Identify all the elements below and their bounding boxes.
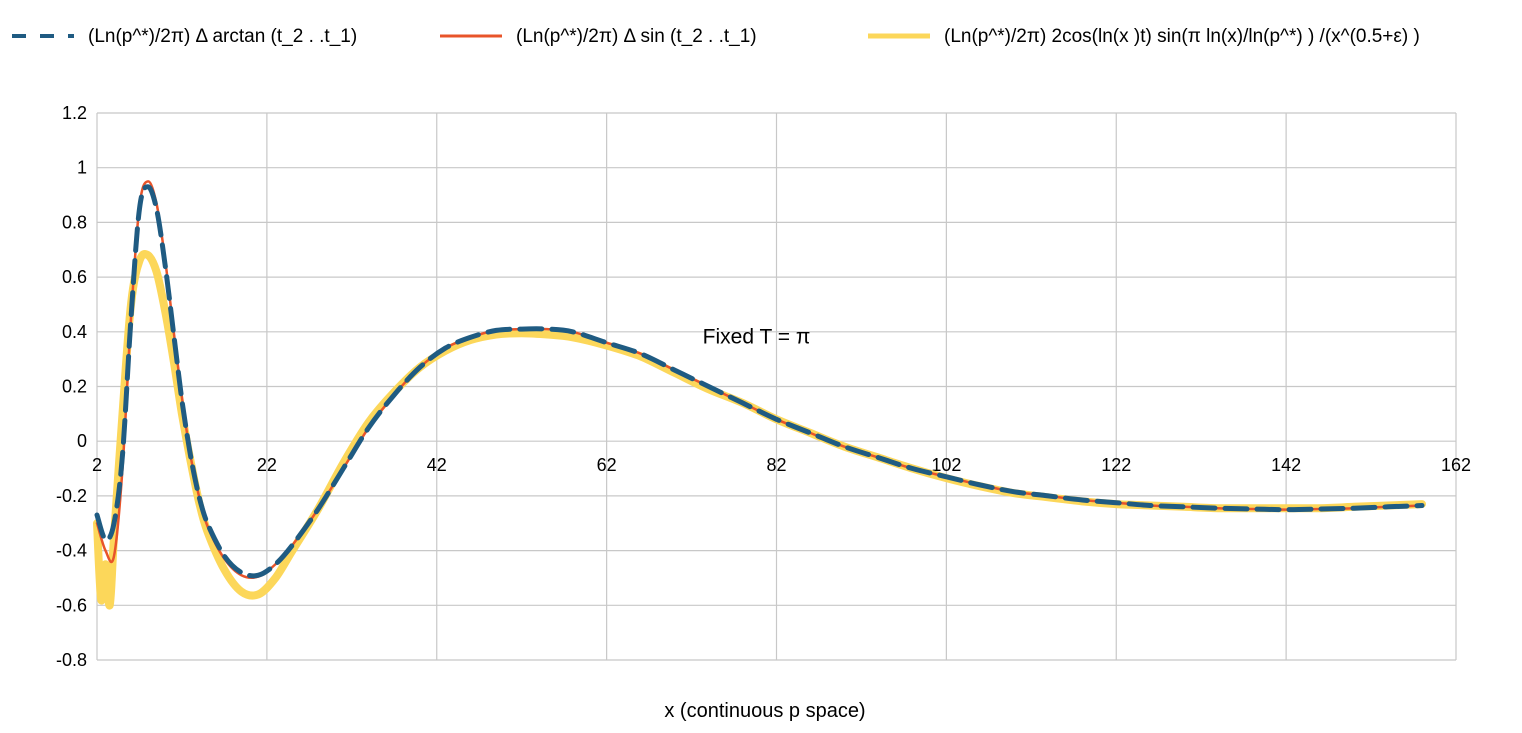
x-tick-label: 82 (766, 455, 786, 475)
annotation-label: Fixed T = π (703, 325, 811, 348)
x-tick-label: 142 (1271, 455, 1301, 475)
legend-label-1: (Ln(p^*)/2π) Δ sin (t_2 . .t_1) (516, 26, 757, 47)
y-tick-label: -0.2 (56, 486, 87, 506)
x-tick-label: 162 (1441, 455, 1471, 475)
y-tick-label: 1 (77, 158, 87, 178)
x-tick-label: 62 (597, 455, 617, 475)
y-tick-label: -0.6 (56, 595, 87, 615)
x-tick-label: 42 (427, 455, 447, 475)
legend-label-2: (Ln(p^*)/2π) 2cos(ln(x )t) sin(π ln(x)/l… (944, 26, 1420, 47)
grid (96, 112, 1457, 661)
y-tick-label: 0.6 (62, 267, 87, 287)
y-tick-label: 0 (77, 431, 87, 451)
legend-label-0: (Ln(p^*)/2π) Δ arctan (t_2 . .t_1) (88, 26, 357, 47)
y-axis-ticks: -0.8 -0.6 -0.4 -0.2 0 0.2 0.4 0.6 0.8 1 1.2 (56, 103, 87, 670)
x-axis-title: x (continuous p space) (664, 700, 865, 722)
y-tick-label: 0.4 (62, 322, 87, 342)
series-line-2 (93, 250, 1426, 610)
x-tick-label: 22 (257, 455, 277, 475)
y-tick-label: 0.2 (62, 377, 87, 397)
series-lines (93, 180, 1426, 610)
legend: (Ln(p^*)/2π) Δ arctan (t_2 . .t_1) (Ln(p^… (12, 26, 1420, 47)
x-axis-ticks: 2 22 42 62 82 102 122 142 162 (92, 455, 1471, 475)
y-tick-label: -0.8 (56, 650, 87, 670)
x-tick-label: 102 (931, 455, 961, 475)
x-tick-label: 2 (92, 455, 102, 475)
x-tick-label: 122 (1101, 455, 1131, 475)
y-tick-label: 0.8 (62, 212, 87, 232)
y-tick-label: 1.2 (62, 103, 87, 123)
series-line-0 (94, 184, 1425, 579)
y-tick-label: -0.4 (56, 541, 87, 561)
series-line-1 (95, 180, 1424, 579)
